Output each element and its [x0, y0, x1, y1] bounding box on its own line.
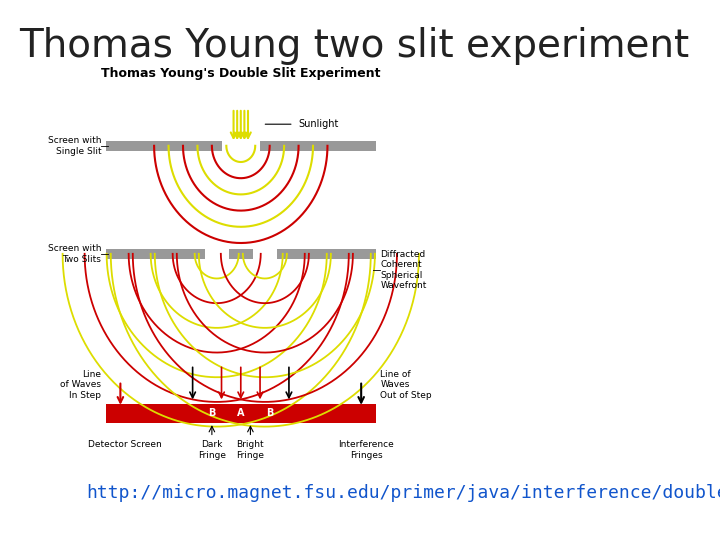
Text: Screen with
Single Slit: Screen with Single Slit: [48, 136, 101, 156]
Text: Screen with
Two Slits: Screen with Two Slits: [48, 244, 101, 264]
Text: Dark
Fringe: Dark Fringe: [198, 440, 226, 460]
FancyBboxPatch shape: [106, 141, 222, 151]
Text: Detector Screen: Detector Screen: [89, 440, 162, 449]
Text: Sunlight: Sunlight: [299, 119, 339, 129]
FancyBboxPatch shape: [277, 249, 376, 259]
Text: Diffracted
Coherent
Spherical
Wavefront: Diffracted Coherent Spherical Wavefront: [380, 250, 427, 290]
Text: http://micro.magnet.fsu.edu/primer/java/interference/doubleslit/: http://micro.magnet.fsu.edu/primer/java/…: [86, 484, 720, 502]
FancyBboxPatch shape: [229, 249, 253, 259]
FancyBboxPatch shape: [106, 249, 204, 259]
Text: Bright
Fringe: Bright Fringe: [236, 440, 264, 460]
Text: Thomas Young two slit experiment: Thomas Young two slit experiment: [19, 27, 689, 65]
Text: Interference
Fringes: Interference Fringes: [338, 440, 394, 460]
Text: Line
of Waves
In Step: Line of Waves In Step: [60, 370, 101, 400]
Text: Thomas Young's Double Slit Experiment: Thomas Young's Double Slit Experiment: [101, 68, 381, 80]
Text: Line of
Waves
Out of Step: Line of Waves Out of Step: [380, 370, 432, 400]
FancyBboxPatch shape: [260, 141, 376, 151]
FancyBboxPatch shape: [106, 404, 376, 422]
Text: B: B: [208, 408, 215, 418]
Text: B: B: [266, 408, 274, 418]
Text: A: A: [237, 408, 245, 418]
